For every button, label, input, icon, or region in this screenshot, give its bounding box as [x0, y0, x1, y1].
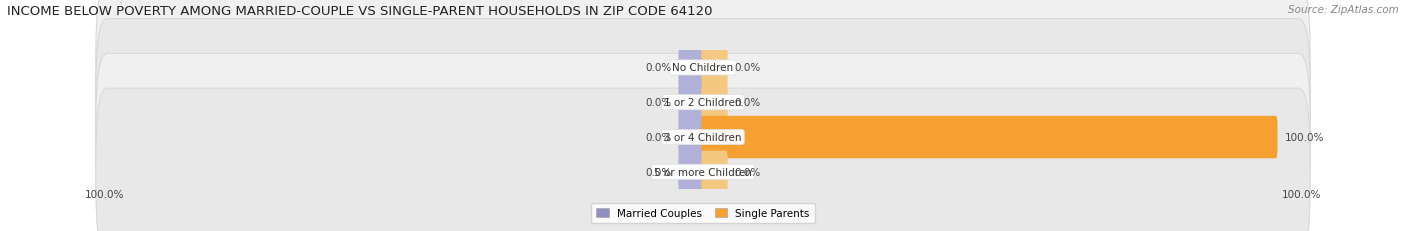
- FancyBboxPatch shape: [678, 47, 704, 89]
- FancyBboxPatch shape: [96, 54, 1310, 221]
- Text: 0.0%: 0.0%: [734, 63, 761, 73]
- FancyBboxPatch shape: [96, 19, 1310, 186]
- Text: 5 or more Children: 5 or more Children: [654, 167, 752, 177]
- Text: 1 or 2 Children: 1 or 2 Children: [664, 98, 742, 108]
- Text: 0.0%: 0.0%: [645, 63, 672, 73]
- FancyBboxPatch shape: [678, 151, 704, 193]
- Text: 0.0%: 0.0%: [645, 132, 672, 143]
- Text: Source: ZipAtlas.com: Source: ZipAtlas.com: [1288, 5, 1399, 15]
- FancyBboxPatch shape: [702, 47, 728, 89]
- Text: INCOME BELOW POVERTY AMONG MARRIED-COUPLE VS SINGLE-PARENT HOUSEHOLDS IN ZIP COD: INCOME BELOW POVERTY AMONG MARRIED-COUPL…: [7, 5, 713, 18]
- Text: 100.0%: 100.0%: [1282, 189, 1322, 199]
- Text: 100.0%: 100.0%: [1285, 132, 1324, 143]
- FancyBboxPatch shape: [702, 82, 728, 124]
- Text: 0.0%: 0.0%: [734, 167, 761, 177]
- Text: 100.0%: 100.0%: [84, 189, 124, 199]
- FancyBboxPatch shape: [678, 82, 704, 124]
- FancyBboxPatch shape: [96, 89, 1310, 231]
- Text: 0.0%: 0.0%: [734, 98, 761, 108]
- Text: 0.0%: 0.0%: [645, 98, 672, 108]
- Text: 3 or 4 Children: 3 or 4 Children: [664, 132, 742, 143]
- FancyBboxPatch shape: [702, 116, 1278, 158]
- Legend: Married Couples, Single Parents: Married Couples, Single Parents: [591, 203, 815, 223]
- Text: No Children: No Children: [672, 63, 734, 73]
- FancyBboxPatch shape: [702, 151, 728, 193]
- FancyBboxPatch shape: [96, 0, 1310, 152]
- Text: 0.0%: 0.0%: [645, 167, 672, 177]
- FancyBboxPatch shape: [678, 116, 704, 158]
